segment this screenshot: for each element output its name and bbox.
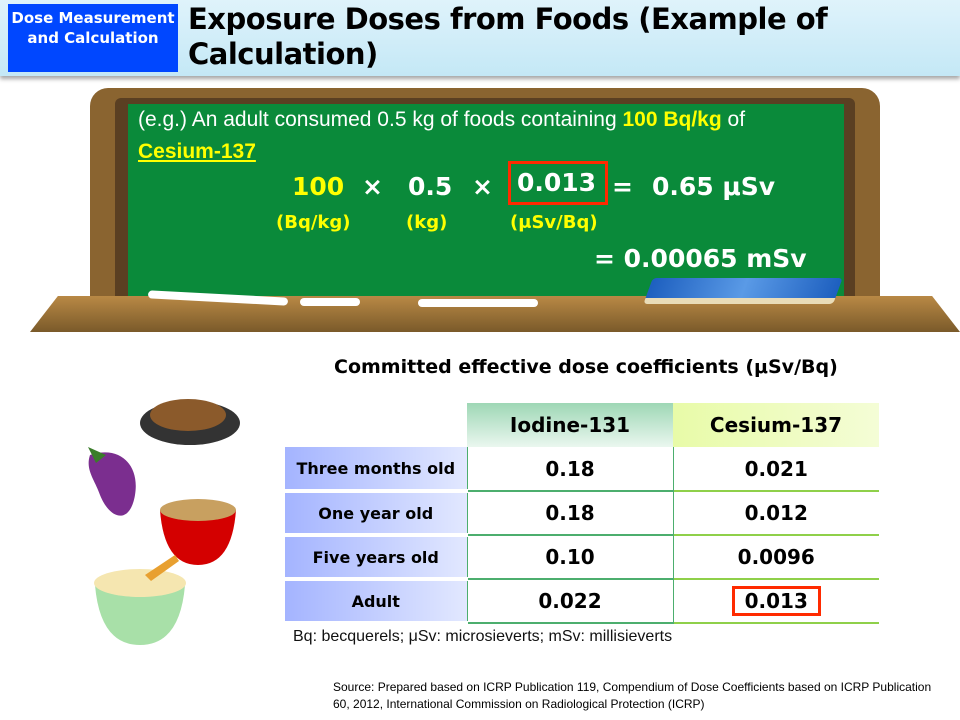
row-label: Adult <box>285 579 467 625</box>
unit-note: Bq: becquerels; μSv: microsieverts; mSv:… <box>293 628 673 645</box>
row-label: One year old <box>285 491 467 537</box>
section-badge: Dose Measurement and Calculation <box>8 4 178 72</box>
eraser-icon <box>643 278 843 304</box>
table-row: Three months old 0.18 0.021 <box>285 447 879 493</box>
chalk-icon <box>418 299 538 307</box>
example-text: (e.g.) An adult consumed 0.5 kg of foods… <box>138 108 746 131</box>
steak-icon <box>140 399 240 445</box>
cell-value: 0.021 <box>672 447 879 492</box>
times-sign: × <box>362 172 383 201</box>
table-row: One year old 0.18 0.012 <box>285 491 879 537</box>
source-note: Source: Prepared based on ICRP Publicati… <box>333 680 932 711</box>
chalkboard <box>128 104 844 304</box>
eggplant-icon <box>88 447 136 516</box>
equals-sign: = <box>612 172 633 201</box>
tempura-bowl-icon <box>94 555 186 645</box>
nuclide-text: Cesium-137 <box>138 140 256 163</box>
cell-value: 0.18 <box>466 491 673 536</box>
cell-value: 0.013 <box>731 586 821 616</box>
miso-soup-icon <box>160 499 236 565</box>
table-row: Five years old 0.10 0.0096 <box>285 535 879 581</box>
formula-mass: 0.5 <box>408 172 453 201</box>
highlighted-cell: 0.013 <box>672 579 879 624</box>
header: Dose Measurement and Calculation Exposur… <box>0 0 960 76</box>
chalk-icon <box>300 298 360 306</box>
dose-coefficient-table: Iodine-131 Cesium-137 Three months old 0… <box>285 403 879 625</box>
empty-header <box>285 403 467 447</box>
cell-value: 0.10 <box>466 535 673 580</box>
cell-value: 0.18 <box>466 447 673 492</box>
formula-result: 0.65 μSv <box>652 172 776 201</box>
unit-usv-bq: (μSv/Bq) <box>510 212 598 233</box>
column-header: Cesium-137 <box>673 403 879 447</box>
column-header: Iodine-131 <box>467 403 673 447</box>
times-sign: × <box>472 172 493 201</box>
food-illustrations <box>88 399 240 645</box>
cell-value: 0.0096 <box>672 535 879 580</box>
page-title: Exposure Doses from Foods (Example of Ca… <box>188 2 828 71</box>
table-header-row: Iodine-131 Cesium-137 <box>285 403 879 447</box>
row-label: Five years old <box>285 535 467 581</box>
unit-bq-kg: (Bq/kg) <box>276 212 351 233</box>
formula-activity: 100 <box>292 172 345 201</box>
formula-coefficient: 0.013 <box>508 161 608 205</box>
table-caption: Committed effective dose coefficients (μ… <box>334 356 838 378</box>
table-row: Adult 0.022 0.013 <box>285 579 879 625</box>
unit-kg: (kg) <box>406 212 448 233</box>
cell-value: 0.022 <box>466 579 673 624</box>
row-label: Three months old <box>285 447 467 493</box>
cell-value: 0.012 <box>672 491 879 536</box>
result-msv: = 0.00065 mSv <box>594 244 807 273</box>
